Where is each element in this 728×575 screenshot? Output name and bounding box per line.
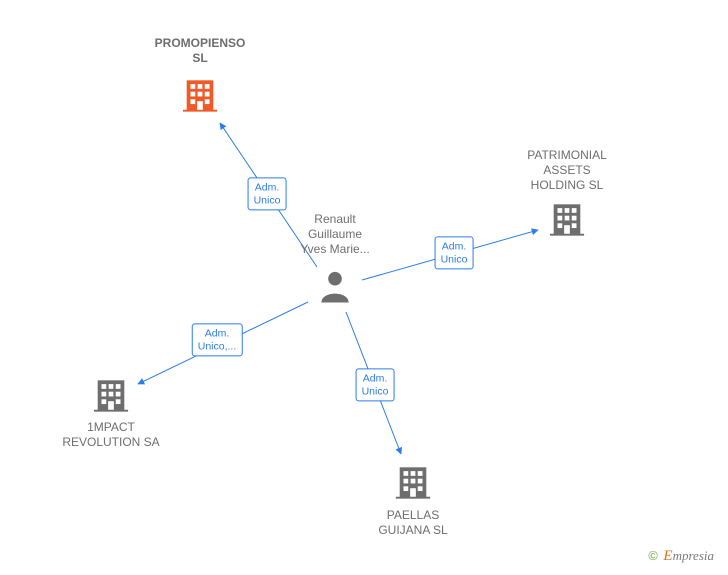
edge-label: Adm. Unico	[435, 236, 474, 269]
company-label-patrimonial: PATRIMONIAL ASSETS HOLDING SL	[527, 148, 607, 193]
brand-first-letter: E	[663, 548, 672, 564]
company-label-impact: 1MPACT REVOLUTION SA	[62, 420, 159, 450]
building-icon-patrimonial[interactable]	[548, 201, 586, 244]
brand-rest: mpresia	[673, 548, 714, 563]
footer: © Empresia	[648, 548, 714, 565]
company-label-paellas: PAELLAS GUIJANA SL	[378, 508, 447, 538]
building-icon-promopienso[interactable]	[181, 77, 219, 120]
edges-layer	[0, 0, 728, 575]
company-label-promopienso: PROMOPIENSO SL	[155, 36, 246, 66]
diagram-canvas: Renault Guillaume Yves Marie... PROMOPIE…	[0, 0, 728, 575]
edge-label: Adm. Unico	[248, 177, 287, 210]
edge-label: Adm. Unico,...	[192, 323, 243, 356]
building-icon-impact[interactable]	[92, 377, 130, 420]
edge-label: Adm. Unico	[356, 368, 395, 401]
building-icon-paellas[interactable]	[394, 464, 432, 507]
person-label: Renault Guillaume Yves Marie...	[300, 212, 369, 257]
person-icon[interactable]	[318, 269, 352, 308]
copyright-symbol: ©	[648, 548, 658, 563]
